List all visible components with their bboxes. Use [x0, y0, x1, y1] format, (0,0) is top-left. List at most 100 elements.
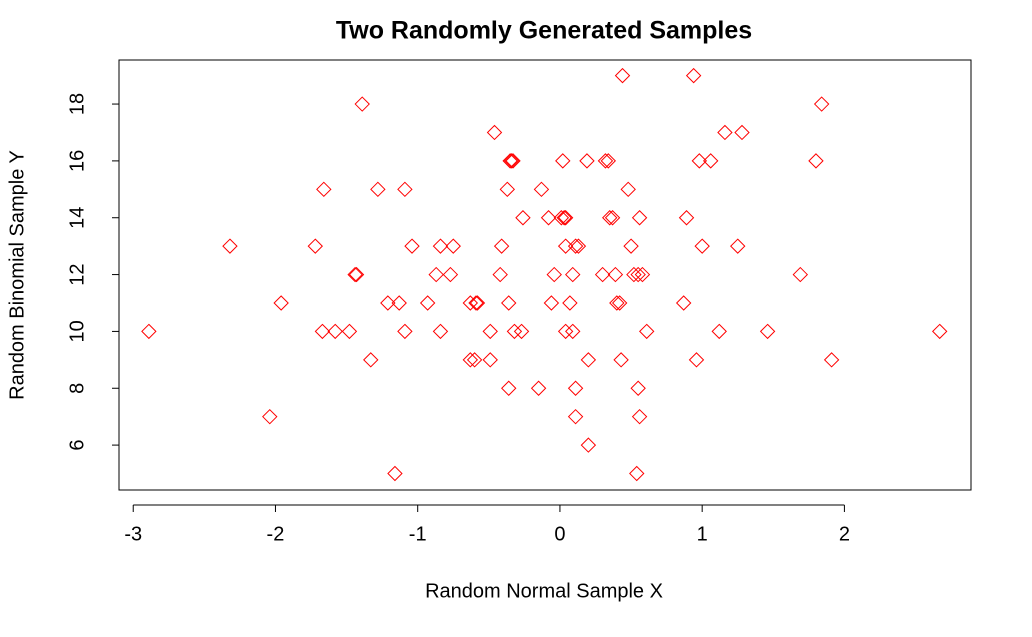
- point: [688, 352, 705, 368]
- point: [711, 323, 727, 340]
- point: [556, 210, 572, 226]
- point: [759, 323, 776, 340]
- point: [594, 266, 611, 283]
- point: [638, 323, 655, 340]
- point: [370, 181, 386, 198]
- point: [555, 153, 571, 169]
- point: [533, 181, 550, 198]
- point: [691, 153, 708, 169]
- point: [316, 181, 332, 198]
- point: [685, 67, 702, 84]
- point: [611, 295, 628, 311]
- point: [623, 238, 639, 254]
- point: [730, 238, 746, 254]
- point: [620, 181, 636, 198]
- y-tick-label: 12: [66, 263, 88, 285]
- point: [567, 408, 584, 425]
- point: [631, 408, 648, 425]
- point: [432, 238, 449, 254]
- point: [614, 67, 631, 84]
- point: [462, 352, 479, 368]
- point: [499, 181, 516, 198]
- plot-box: [118, 59, 972, 491]
- point: [387, 465, 403, 482]
- x-tick-label: 1: [697, 523, 708, 545]
- point: [262, 408, 278, 425]
- point: [626, 266, 642, 283]
- point: [567, 238, 584, 254]
- point: [404, 238, 420, 254]
- point: [273, 295, 289, 311]
- point: [580, 437, 597, 453]
- y-tick-label: 16: [66, 150, 88, 172]
- y-tick-label: 8: [66, 383, 88, 394]
- point: [503, 153, 520, 169]
- point: [307, 238, 323, 254]
- point: [493, 238, 510, 254]
- point: [562, 295, 578, 311]
- point: [597, 153, 614, 169]
- point: [380, 295, 396, 311]
- point: [354, 96, 370, 112]
- point: [442, 266, 459, 283]
- x-tick-label: -1: [409, 523, 427, 545]
- point: [580, 352, 597, 368]
- point: [808, 153, 824, 169]
- point: [501, 295, 517, 311]
- point: [565, 323, 581, 340]
- x-axis-label: Random Normal Sample X: [425, 580, 663, 602]
- point: [515, 210, 531, 226]
- point: [613, 352, 629, 368]
- point: [702, 153, 719, 169]
- y-tick-label: 18: [66, 93, 88, 115]
- point: [557, 323, 574, 340]
- point: [540, 210, 557, 226]
- point: [631, 210, 648, 226]
- point: [466, 352, 483, 368]
- point: [492, 266, 508, 283]
- point: [428, 266, 444, 283]
- point: [327, 323, 343, 340]
- point: [502, 153, 518, 169]
- point: [432, 323, 449, 340]
- point: [823, 352, 840, 368]
- point: [482, 352, 498, 368]
- point: [486, 124, 503, 141]
- point: [501, 380, 517, 396]
- point: [600, 153, 617, 169]
- point: [579, 153, 595, 169]
- y-axis-label: Random Binomial Sample Y: [6, 150, 28, 400]
- point: [348, 266, 365, 283]
- point: [397, 323, 413, 340]
- point: [630, 380, 646, 396]
- point: [513, 323, 530, 340]
- point: [543, 295, 560, 311]
- point: [629, 465, 645, 482]
- point: [468, 295, 484, 311]
- y-tick-label: 6: [66, 440, 88, 451]
- point: [717, 124, 733, 141]
- point: [604, 210, 621, 226]
- point: [792, 266, 809, 283]
- point: [813, 96, 830, 112]
- point: [363, 352, 379, 368]
- point: [347, 266, 363, 283]
- point: [141, 323, 157, 340]
- point: [557, 238, 574, 254]
- point: [557, 210, 574, 226]
- y-tick-label: 10: [66, 320, 88, 342]
- point: [932, 323, 948, 340]
- point: [567, 380, 584, 396]
- point: [469, 295, 486, 311]
- x-tick-label: 2: [839, 523, 850, 545]
- point: [445, 238, 461, 254]
- point: [546, 266, 562, 283]
- point: [482, 323, 498, 340]
- x-tick-label: -3: [124, 523, 142, 545]
- point: [565, 266, 581, 283]
- point: [675, 295, 692, 311]
- chart-title: Two Randomly Generated Samples: [336, 17, 752, 45]
- x-tick-label: 0: [554, 523, 565, 545]
- point: [530, 380, 547, 396]
